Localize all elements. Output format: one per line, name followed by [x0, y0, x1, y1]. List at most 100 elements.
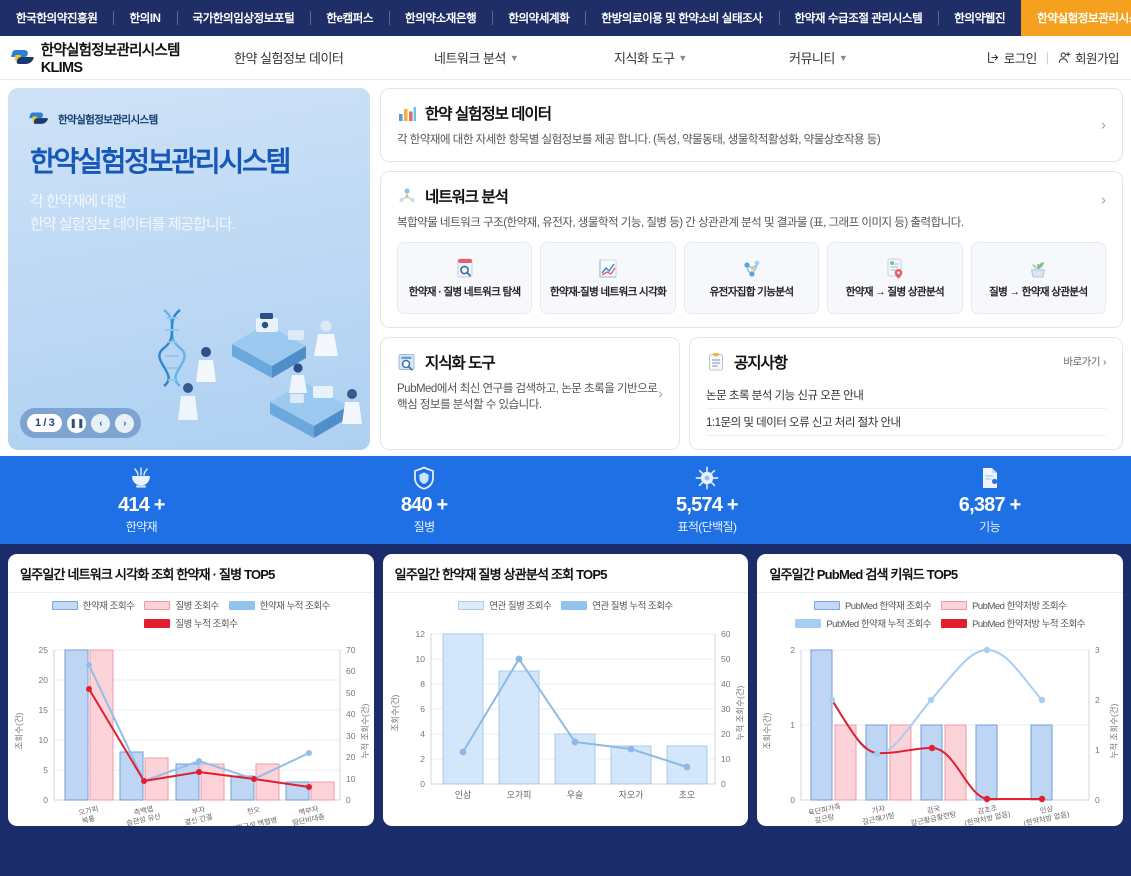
topnav-label: 한의약웹진 [954, 13, 1006, 25]
svg-text:5: 5 [43, 765, 48, 775]
legend-swatch [51, 600, 78, 610]
notice-shortcut-link[interactable]: 바로가기 › [1063, 354, 1106, 369]
svg-text:오가피: 오가피 [78, 804, 99, 817]
login-button[interactable]: 로그인 [987, 48, 1037, 67]
carousel-prev-button[interactable]: ‹ [91, 413, 111, 433]
svg-text:70: 70 [346, 645, 356, 655]
carousel-pause-button[interactable]: ❚❚ [67, 413, 87, 433]
chart-svg: 25 20 15 10 5 0 70 60 50 40 30 20 10 0 조… [14, 645, 370, 826]
stat-targets: 5,574 + 표적(단백질) [566, 465, 849, 535]
topnav-item-5[interactable]: 한의약세계화 [492, 0, 585, 36]
legend-item[interactable]: 질병 조회수 [144, 598, 219, 612]
legend-item[interactable]: 연관 질병 누적 조회수 [561, 598, 673, 612]
legend-swatch [458, 600, 485, 610]
stat-value: 840 + [400, 494, 448, 517]
stat-value: 5,574 + [676, 494, 738, 517]
legend-label: PubMed 한약처방 누적 조회수 [972, 619, 1086, 631]
svg-text:50: 50 [721, 654, 731, 664]
chart-title: 일주일간 PubMed 검색 키워드 TOP5 [757, 554, 1124, 594]
notice-item[interactable]: 논문 초록 분석 기능 신규 오픈 안내 [706, 382, 1106, 410]
nav-item-community[interactable]: 커뮤니티 ▼ [789, 48, 939, 67]
topnav-item-8[interactable]: 한의약웹진 [938, 0, 1021, 36]
topnav-item-4[interactable]: 한의약소재은행 [389, 0, 492, 36]
legend-item[interactable]: PubMed 한약처방 누적 조회수 [941, 616, 1086, 631]
button-disease-to-herb-correlation[interactable]: 질병 → 한약재 상관분석 [970, 242, 1107, 315]
global-nav: 한약 실험정보 데이터 네트워크 분석 ▼ 지식화 도구 ▼ 커뮤니티 ▼ [222, 48, 987, 67]
card-knowledge-tools[interactable]: 지식화 도구 PubMed에서 최신 연구를 검색하고, 논문 초록을 기반으로… [380, 337, 680, 451]
button-herb-to-disease-correlation[interactable]: 한약재 → 질병 상관분석 [827, 242, 963, 315]
topnav-label: 한방의료이용 및 한약소비 실태조사 [601, 13, 763, 25]
svg-text:30: 30 [721, 704, 731, 714]
chart-svg: 2 1 0 3 2 1 0 조회수(건) 누적 조회수(건) [762, 645, 1119, 826]
legend-label: PubMed 한약재 조회수 [844, 601, 932, 613]
svg-text:0: 0 [1095, 795, 1100, 805]
topnav-label: 한약실험정보관리시스템 [1037, 13, 1131, 25]
topnav-item-7[interactable]: 한약재 수급조절 관리시스템 [778, 0, 939, 36]
notice-list: 논문 초록 분석 기능 신규 오픈 안내 1:1문의 및 데이터 오류 신고 처… [706, 382, 1106, 437]
legend-item[interactable]: 한약재 누적 조회수 [228, 598, 330, 612]
hero-logo-text: 한약실험정보관리시스템 [58, 113, 158, 126]
button-herb-disease-network-visualization[interactable]: 한약재-질병 네트워크 시각화 [540, 242, 676, 315]
svg-text:부자: 부자 [191, 805, 206, 817]
hero-banner[interactable]: 한약실험정보관리시스템 한약실험정보관리시스템 각 한약재에 대한 한약 실험정… [8, 88, 370, 450]
legend-item[interactable]: PubMed 한약처방 조회수 [941, 598, 1067, 612]
login-icon [987, 52, 998, 63]
chevron-right-icon: › [1103, 355, 1107, 368]
legend-item[interactable]: PubMed 한약재 누적 조회수 [795, 616, 932, 630]
svg-text:4: 4 [420, 729, 425, 739]
chevron-right-icon[interactable]: › [658, 385, 663, 403]
svg-text:우슬: 우슬 [566, 790, 583, 800]
chart-legend: 연관 질병 조회수 연관 질병 누적 조회수 [383, 593, 749, 614]
topnav-item-1[interactable]: 한의IN [113, 0, 176, 36]
legend-item[interactable]: 한약재 조회수 [51, 598, 135, 612]
stat-label: 질병 [413, 520, 435, 535]
svg-text:2: 2 [791, 645, 796, 655]
chart-card-network-visualization: 일주일간 네트워크 시각화 조회 한약재 · 질병 TOP5 한약재 조회수 질… [8, 554, 374, 827]
chart-plot-area: 2 1 0 3 2 1 0 조회수(건) 누적 조회수(건) [757, 632, 1123, 826]
nav-label: 지식화 도구 [614, 51, 675, 66]
svg-text:결신 간결: 결신 간결 [184, 812, 214, 826]
topnav-item-6[interactable]: 한방의료이용 및 한약소비 실태조사 [585, 0, 778, 36]
svg-text:0: 0 [791, 795, 796, 805]
signup-label: 회원가입 [1074, 52, 1120, 66]
clipboard-icon [709, 353, 723, 371]
button-geneset-function-analysis[interactable]: 유전자집합 기능분석 [683, 242, 820, 315]
button-label: 한약재 → 질병 상관분석 [845, 286, 945, 299]
hero-subtitle-line1: 각 한약재에 대한 [30, 193, 127, 211]
brand-logo-link[interactable]: 한약실험정보관리시스템 KLIMS [10, 39, 222, 76]
nav-item-data[interactable]: 한약 실험정보 데이터 [234, 48, 434, 67]
stat-herbs: 414 + 한약재 [0, 465, 283, 535]
chart-plot-area: 12 10 8 6 4 2 0 60 50 40 30 20 10 0 조회수(… [383, 614, 749, 826]
topnav-item-3[interactable]: 한e캠퍼스 [310, 0, 389, 36]
topnav-item-2[interactable]: 국가한의임상정보포털 [176, 0, 311, 36]
header-actions: 로그인 | 회원가입 [987, 48, 1120, 67]
chevron-right-icon[interactable]: › [1101, 116, 1106, 134]
card-title: 한약 실험정보 데이터 [425, 106, 552, 123]
svg-text:25: 25 [39, 645, 49, 655]
topnav-item-active[interactable]: 한약실험정보관리시스템 [1021, 0, 1131, 36]
molecule-icon [743, 260, 759, 277]
chevron-right-icon[interactable]: › [1101, 191, 1106, 209]
stat-label: 표적(단백질) [677, 520, 737, 535]
signup-button[interactable]: 회원가입 [1058, 48, 1120, 67]
topnav-item-0[interactable]: 한국한의약진흥원 [0, 0, 113, 36]
nav-item-knowledge-tools[interactable]: 지식화 도구 ▼ [614, 48, 789, 67]
notice-item[interactable]: 1:1문의 및 데이터 오류 신고 처리 절차 안내 [706, 409, 1106, 437]
svg-text:20: 20 [39, 675, 49, 685]
topnav-label: 한의약소재은행 [405, 13, 477, 25]
nav-item-network-analysis[interactable]: 네트워크 분석 ▼ [434, 48, 614, 67]
svg-text:1: 1 [791, 720, 796, 730]
card-description: PubMed에서 최신 연구를 검색하고, 논문 초록을 기반으로 핵심 정보를… [397, 383, 658, 412]
svg-text:0: 0 [721, 779, 726, 789]
legend-item[interactable]: 연관 질병 조회수 [458, 598, 552, 612]
card-experiment-data[interactable]: 한약 실험정보 데이터 각 한약재에 대한 자세한 항목별 실험정보를 제공 합… [380, 88, 1123, 163]
line-chart-icon [599, 259, 617, 278]
button-herb-disease-network-search[interactable]: 한약재 · 질병 네트워크 탐색 [397, 242, 533, 315]
feature-cards: 한약 실험정보 데이터 각 한약재에 대한 자세한 항목별 실험정보를 제공 합… [380, 88, 1123, 451]
svg-text:3: 3 [1095, 645, 1100, 655]
legend-item[interactable]: 질병 누적 조회수 [144, 616, 238, 630]
legend-item[interactable]: PubMed 한약재 조회수 [813, 598, 932, 613]
card-description: 각 한약재에 대한 자세한 항목별 실험정보를 제공 합니다. (독성, 약물동… [397, 134, 881, 146]
carousel-next-button[interactable]: › [115, 413, 135, 433]
button-label: 한약재 · 질병 네트워크 탐색 [408, 286, 521, 299]
